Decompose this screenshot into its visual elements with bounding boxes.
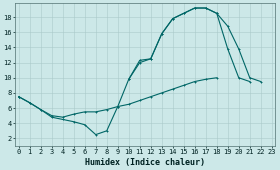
- X-axis label: Humidex (Indice chaleur): Humidex (Indice chaleur): [85, 158, 205, 167]
